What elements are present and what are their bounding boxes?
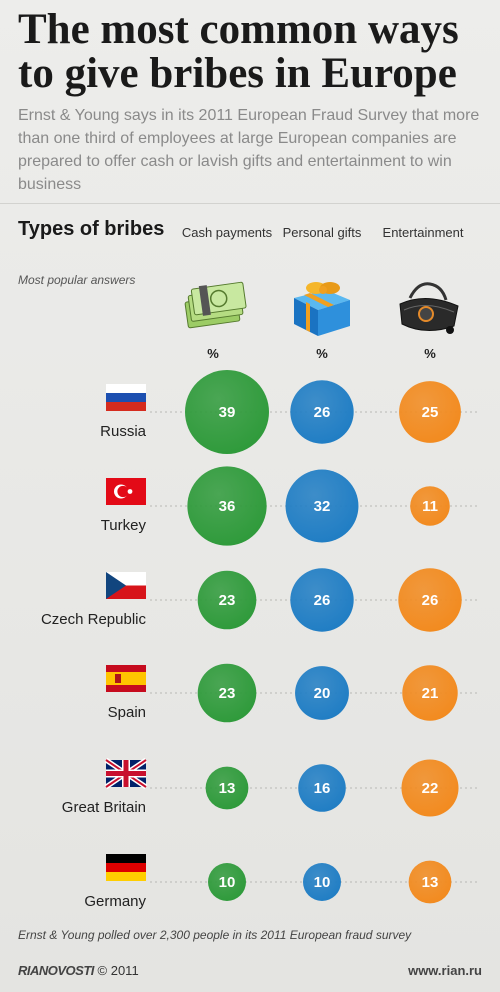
country-label: Spain [108, 704, 146, 721]
flag-stripe [106, 863, 146, 872]
country-label: Germany [84, 893, 146, 910]
bubble [295, 666, 349, 720]
bubble-value-label: 10 [219, 874, 236, 891]
bubble [410, 486, 450, 526]
flag-star [127, 489, 133, 494]
bubble [399, 381, 461, 443]
bubble-value-label: 13 [219, 780, 236, 797]
percent-label-gifts: % [316, 346, 328, 361]
bubble-value-label: 23 [219, 592, 236, 609]
bubble [208, 863, 246, 901]
bubble-value-label: 32 [314, 498, 331, 515]
bubble [402, 665, 458, 721]
bubble [401, 759, 459, 817]
bubble-value-label: 13 [422, 874, 439, 891]
bubble-value-label: 20 [314, 685, 331, 702]
bubble [285, 469, 359, 543]
bubble [185, 370, 269, 454]
footnote: Ernst & Young polled over 2,300 people i… [18, 928, 412, 942]
bubble-value-label: 39 [219, 404, 236, 421]
column-header-cash: Cash payments [181, 225, 273, 240]
bubble [197, 663, 257, 723]
cash-money-icon [184, 281, 247, 329]
percent-label-entertainment: % [424, 346, 436, 361]
flag-emblem [115, 674, 121, 683]
country-label: Czech Republic [41, 611, 147, 628]
bubble [398, 568, 462, 632]
flag-stripe [106, 854, 146, 863]
country-label: Russia [100, 423, 147, 440]
flag-triangle [106, 572, 126, 599]
types-heading: Types of bribes [18, 218, 165, 240]
travel-bag-icon [399, 282, 459, 334]
divider [0, 203, 500, 204]
bubble-value-label: 11 [422, 498, 438, 515]
flag-cross [106, 771, 146, 776]
bubble [187, 466, 267, 546]
brand-credit: RIANOVOSTI © 2011 [18, 963, 139, 978]
flag-crescent [117, 485, 129, 498]
bubble-value-label: 10 [314, 874, 331, 891]
flag-stripe [106, 402, 146, 411]
bubble [205, 766, 249, 810]
page-subtitle: Ernst & Young says in its 2011 European … [18, 107, 480, 193]
bubble [298, 764, 346, 812]
flag-stripe [106, 393, 146, 402]
bubble [408, 860, 452, 904]
page-title: The most common ways to give bribes in E… [18, 6, 459, 97]
bubble-value-label: 23 [219, 685, 236, 702]
ria-novosti-logo: RIANOVOSTI [18, 963, 94, 978]
country-label: Turkey [101, 517, 147, 534]
flag-stripe [106, 872, 146, 881]
flag-stripe [106, 672, 146, 685]
bubble-value-label: 26 [314, 404, 331, 421]
bubble-value-label: 26 [314, 592, 331, 609]
bubble [290, 380, 354, 444]
flag-stripe [106, 384, 146, 393]
bubble-value-label: 36 [219, 498, 236, 515]
bubble-value-label: 21 [422, 685, 439, 702]
bubble-value-label: 22 [422, 780, 439, 797]
website-link[interactable]: www.rian.ru [408, 963, 482, 978]
percent-label-cash: % [207, 346, 219, 361]
country-label: Great Britain [62, 799, 146, 816]
gift-box-icon [294, 282, 350, 336]
bubble-value-label: 26 [422, 592, 439, 609]
bubble-value-label: 16 [314, 780, 331, 797]
column-header-gifts: Personal gifts [282, 225, 362, 240]
copyright-text: © 2011 [97, 963, 139, 978]
popular-note: Most popular answers [18, 273, 136, 287]
bubble-value-label: 25 [422, 404, 439, 421]
bubble [197, 570, 257, 630]
bubble [303, 863, 341, 901]
column-header-entertainment: Entertainment [382, 225, 464, 240]
bubble [290, 568, 354, 632]
